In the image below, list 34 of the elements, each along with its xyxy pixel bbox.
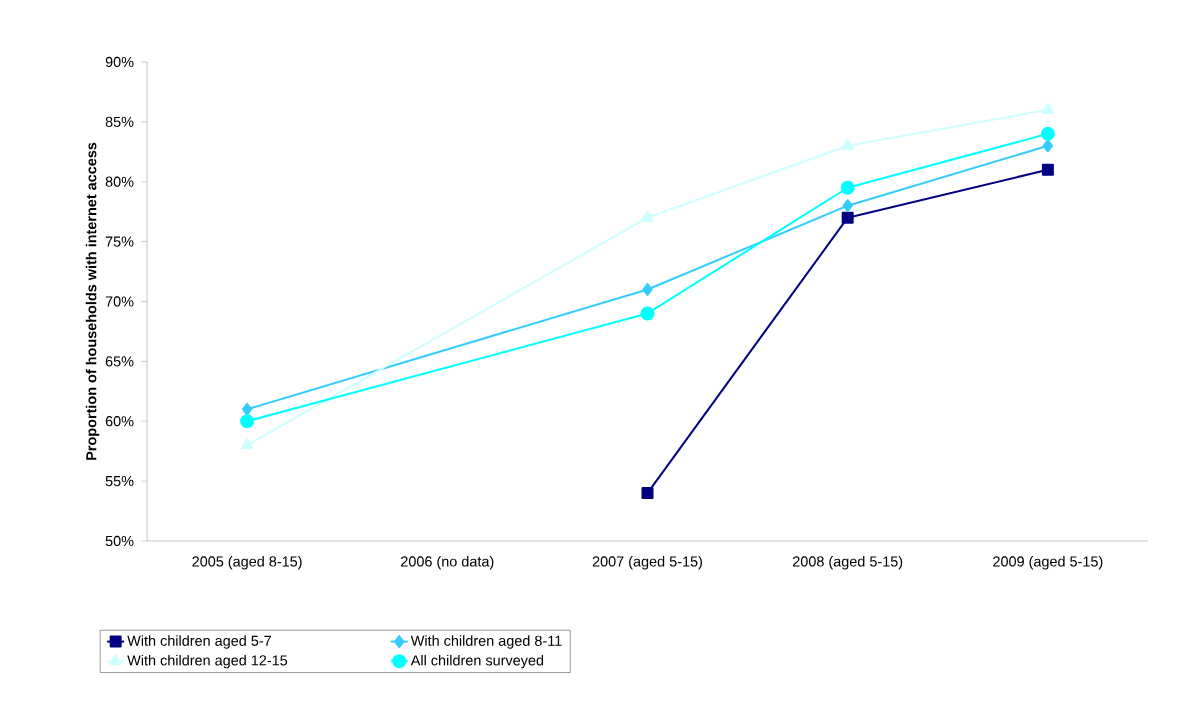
y-tick-label: 90% [105, 56, 134, 68]
point [841, 138, 854, 150]
x-tick-label: 2006 (no data) [401, 556, 494, 570]
point [842, 199, 853, 213]
legend-label: With children aged 8-11 [410, 635, 562, 649]
point [241, 402, 253, 416]
y-tick-label: 65% [105, 356, 134, 367]
legend-label: With children aged 12-15 [127, 654, 288, 669]
y-axis-title: Proportion of households with internet access [85, 142, 100, 460]
y-tick-label: 85% [105, 116, 134, 127]
y-tick-label: 70% [105, 296, 134, 307]
point [1042, 139, 1054, 153]
x-tick-label: 2009 (aged 5-15) [993, 556, 1103, 570]
legend-label: With children aged 5-7 [127, 635, 271, 649]
y-tick-label: 75% [105, 236, 134, 247]
point [641, 487, 654, 500]
x-tick-label: 2007 (aged 5-15) [592, 556, 702, 570]
y-tick-label: 80% [105, 176, 134, 187]
point [641, 210, 654, 222]
legend-label: All children surveyed [410, 654, 544, 669]
x-tick-label: 2005 (aged 8-15) [192, 556, 302, 570]
y-tick-label: 55% [105, 476, 134, 487]
point [240, 414, 255, 429]
y-tick-label: 50% [105, 535, 134, 547]
point [640, 306, 655, 321]
point [1041, 163, 1054, 176]
y-tick-label: 60% [105, 416, 134, 427]
point [840, 180, 855, 195]
point [1041, 102, 1055, 114]
point [240, 438, 254, 450]
point [642, 283, 653, 297]
point [1040, 126, 1055, 141]
point [841, 211, 854, 224]
x-tick-label: 2008 (aged 5-15) [793, 556, 903, 570]
